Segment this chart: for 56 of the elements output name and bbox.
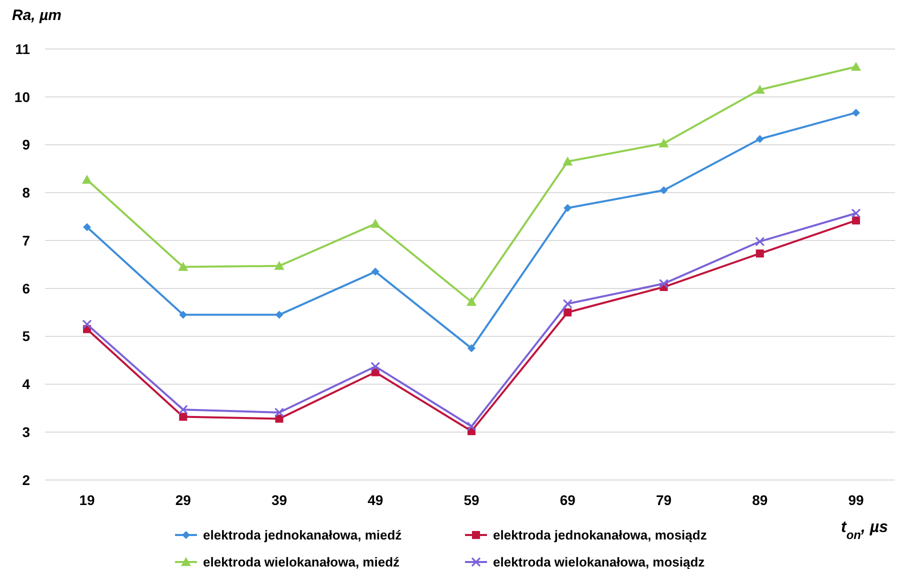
point [852, 108, 860, 117]
point [468, 344, 476, 352]
point [754, 84, 765, 94]
x-tick-label: 69 [560, 492, 576, 508]
point [83, 223, 91, 232]
point [755, 236, 765, 246]
point [658, 138, 669, 148]
point [179, 310, 188, 319]
point [564, 204, 572, 212]
x-tick-label: 79 [656, 492, 672, 508]
point [851, 62, 861, 71]
point [466, 422, 476, 432]
point [562, 156, 573, 166]
point [82, 174, 92, 184]
point [178, 262, 188, 271]
y-tick-label: 4 [22, 376, 30, 392]
y-tick-label: 5 [22, 328, 30, 344]
point [274, 260, 284, 270]
point [658, 278, 669, 288]
y-tick-label: 11 [15, 40, 30, 57]
y-tick-label: 3 [22, 424, 30, 440]
x-tick-label: 99 [848, 492, 864, 508]
x-tick-label: 39 [271, 492, 288, 508]
y-tick-label: 8 [22, 184, 30, 201]
point [756, 135, 764, 144]
y-axis-title: Ra, µm [12, 7, 62, 24]
x-tick-label: 59 [464, 492, 480, 508]
legend-label: elektroda wielokanałowa, miedź [203, 554, 400, 569]
point [564, 308, 572, 316]
y-tick-label: 7 [22, 232, 30, 248]
y-tick-label: 10 [14, 88, 30, 105]
x-tick-label: 19 [79, 492, 95, 508]
legend-label: elektroda wielokanałowa, mosiądz [493, 554, 706, 569]
point [370, 218, 380, 228]
point [851, 208, 861, 218]
x-tick-label: 49 [368, 492, 384, 508]
x-tick-label: 29 [175, 492, 192, 508]
point [178, 404, 188, 414]
x-tick-label: 89 [752, 492, 768, 508]
y-tick-label: 9 [22, 136, 30, 153]
point [179, 412, 188, 421]
y-tick-label: 2 [22, 472, 30, 488]
x-axis-title: t$_{on}$, µs [840, 519, 888, 542]
legend-label: elektroda jednokanałowa, miedź [203, 528, 402, 543]
legend-label: elektroda jednokanałowa, mosiądz [493, 528, 708, 543]
point [756, 249, 764, 258]
y-tick-label: 6 [22, 280, 30, 296]
point [275, 310, 284, 319]
point [274, 408, 284, 418]
point [466, 296, 476, 306]
point [370, 362, 380, 372]
point [562, 298, 572, 309]
point [82, 320, 92, 330]
point [852, 216, 860, 224]
point [660, 186, 668, 194]
point [371, 268, 380, 276]
